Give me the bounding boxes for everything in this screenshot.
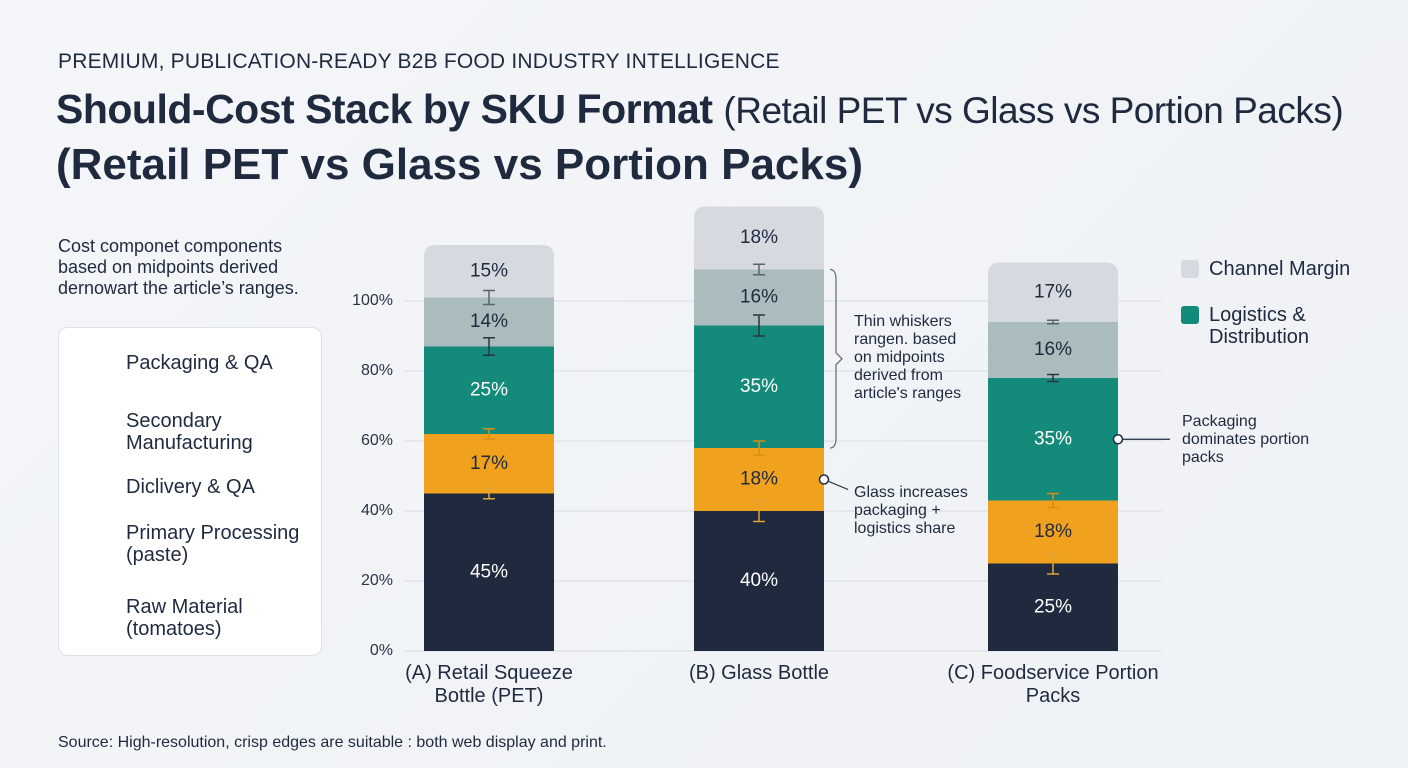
error-bar — [483, 487, 495, 500]
annotation: Packaging dominates portion packs — [1182, 413, 1309, 467]
data-label: 45% — [470, 561, 508, 582]
title-suffix: (Retail PET vs Glass vs Portion Packs) — [723, 90, 1344, 131]
annotation-line: on midpoints — [854, 348, 945, 366]
x-tick-label: (B) Glass Bottle — [688, 662, 830, 684]
data-label: 25% — [1034, 596, 1072, 617]
y-tick-label: 100% — [352, 292, 393, 309]
y-tick-label: 80% — [361, 362, 393, 379]
bar-segment — [694, 325, 824, 448]
legend-label: Logistics & Distribution — [1209, 304, 1310, 348]
annotation-line: Thin whiskers — [854, 312, 952, 330]
x-tick-label: (C) Foodservice Portion Packs — [947, 662, 1159, 707]
side-panel — [58, 327, 322, 656]
annotation: Glass increases packaging + logistics shar… — [854, 484, 968, 538]
error-bar — [753, 314, 765, 337]
data-label: 40% — [740, 570, 778, 591]
bar-segment — [988, 378, 1118, 501]
bar-segment — [694, 206, 824, 270]
bar-segment — [988, 563, 1118, 651]
annotation-line: logistics share — [854, 519, 956, 537]
y-tick-label: 60% — [361, 432, 393, 449]
title-main: Should-Cost Stack by SKU Format — [56, 86, 713, 132]
annotation-line: rangen. based — [854, 330, 957, 348]
error-bar — [483, 289, 495, 306]
bar-segment — [988, 322, 1118, 378]
bar-segment — [424, 434, 554, 494]
data-label: 18% — [740, 469, 778, 490]
error-bar — [1047, 552, 1059, 575]
y-tick-label: 20% — [361, 572, 393, 589]
legend-label: Channel Margin — [1209, 258, 1351, 280]
error-bar — [1047, 319, 1059, 325]
kicker: PREMIUM, PUBLICATION-READY B2B FOOD INDU… — [58, 50, 780, 73]
error-bar — [753, 440, 765, 456]
error-bar — [483, 337, 495, 356]
callout-dot — [1112, 434, 1124, 445]
title-line: (Retail PET vs Glass vs Portion Packs) — [56, 140, 863, 189]
data-label: 15% — [470, 260, 508, 281]
y-tick-label: 0% — [370, 642, 393, 659]
data-label: 17% — [1034, 281, 1072, 302]
data-label: 35% — [740, 376, 778, 397]
bar-segment — [424, 346, 554, 434]
title: Should-Cost Stack by SKU Format (Retail … — [56, 86, 1344, 133]
side-legend-item: Packaging & QA — [126, 352, 273, 374]
error-bar — [1047, 492, 1059, 509]
annotation-line: packs — [1182, 449, 1224, 467]
annotation-line: dominates portion — [1182, 431, 1310, 449]
legend-swatch — [1181, 306, 1199, 324]
legend-swatch — [1181, 260, 1199, 278]
data-label: 35% — [1034, 428, 1072, 449]
note-line: dernowart the article’s ranges. — [58, 278, 299, 298]
bar-segment — [988, 262, 1118, 322]
annotation-line: Packaging — [1182, 413, 1257, 431]
error-bar — [753, 499, 765, 523]
source: Source: High-resolution, crisp edges are… — [58, 734, 607, 751]
error-bar — [753, 263, 765, 276]
data-label: 18% — [1034, 521, 1072, 542]
side-legend-item: Secondary Manufacturing — [126, 410, 253, 454]
data-label: 17% — [470, 453, 508, 474]
side-legend-item: Diclivery & QA — [126, 476, 255, 498]
brace — [829, 268, 843, 449]
data-label: 25% — [470, 379, 508, 400]
annotation-line: packaging + — [854, 501, 941, 519]
error-bar — [483, 428, 495, 440]
annotation-line: article's ranges — [854, 384, 962, 402]
data-label: 14% — [470, 311, 508, 332]
annotation-line: Glass increases — [854, 483, 968, 501]
side-legend-item: Raw Material (tomatoes) — [126, 596, 243, 640]
x-tick-label: (A) Retail Squeeze Bottle (PET) — [405, 662, 573, 707]
callout-dot — [818, 474, 830, 485]
error-bar — [1047, 373, 1059, 383]
side-legend-item: Primary Processing (paste) — [126, 522, 300, 566]
annotation: Thin whiskers rangen. based on midpoints de… — [854, 313, 961, 403]
bar-segment — [694, 511, 824, 651]
data-label: 18% — [740, 227, 778, 248]
side-note: Cost componet components based on midpoin… — [58, 236, 299, 299]
data-label: 16% — [740, 287, 778, 308]
note-line: Cost componet components — [58, 236, 283, 256]
data-label: 16% — [1034, 339, 1072, 360]
annotation-line: derived from — [854, 366, 943, 384]
y-tick-label: 40% — [361, 502, 393, 519]
note-line: based on midpoints derived — [58, 257, 279, 277]
bar-segment — [424, 245, 554, 298]
bar-segment — [424, 493, 554, 651]
